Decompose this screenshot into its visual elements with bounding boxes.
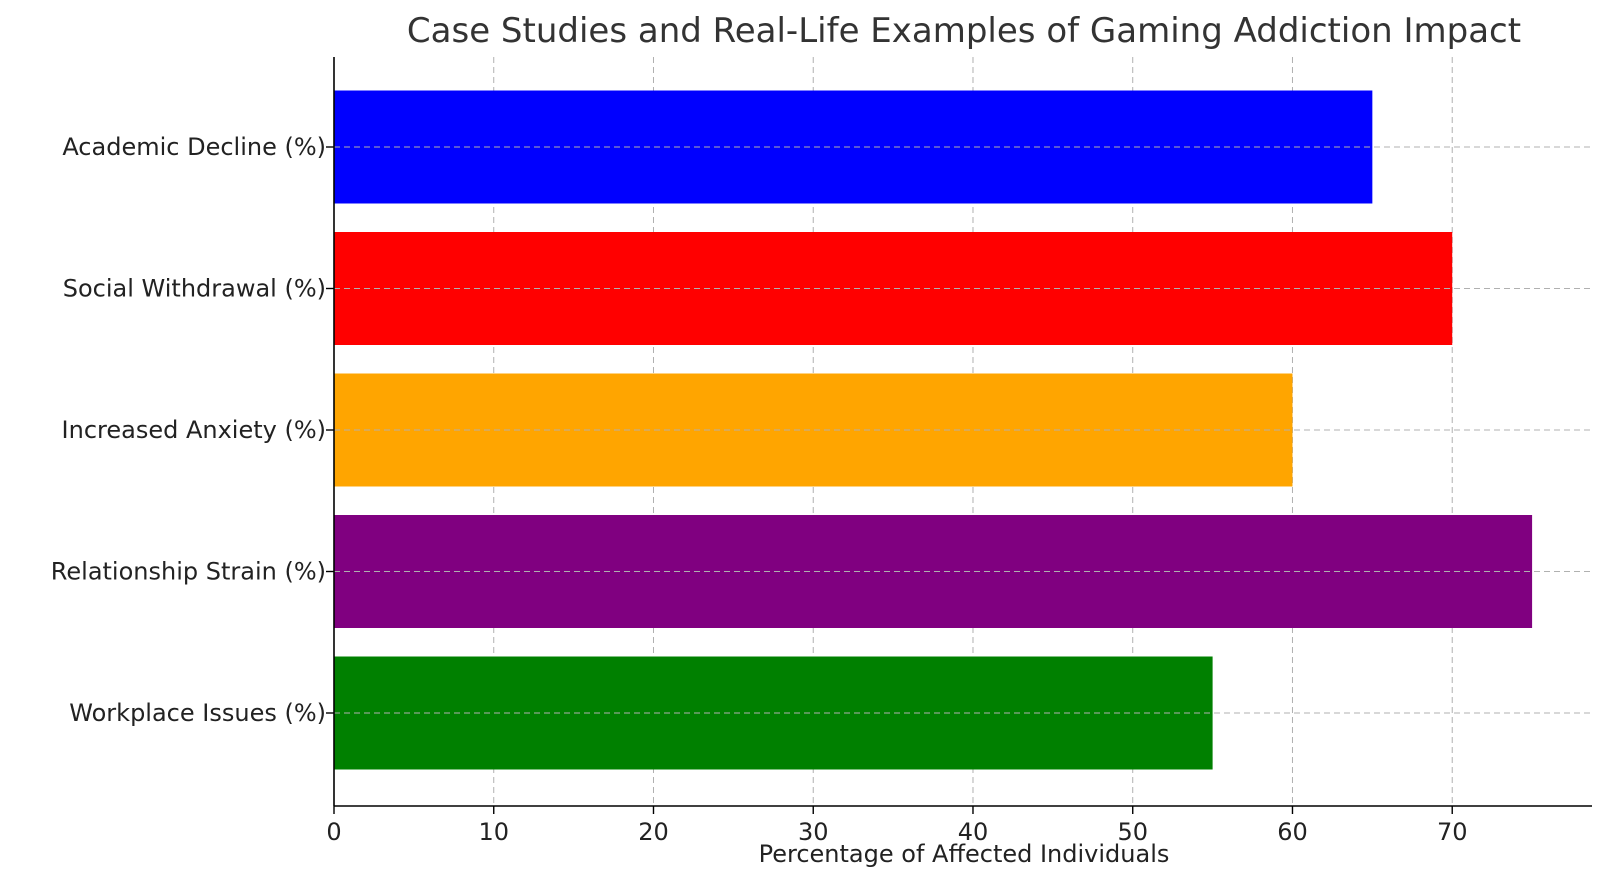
axis-layer: 0 10 20 30 40 50 60 70 Academic Decline (%) Socia… — [51, 57, 1592, 846]
x-tick-label: 30 — [798, 818, 829, 846]
x-tick-label: 70 — [1437, 818, 1468, 846]
bar-layer — [334, 90, 1592, 770]
x-tick-label: 20 — [638, 818, 669, 846]
x-tick-label: 40 — [958, 818, 989, 846]
x-tick-label: 60 — [1277, 818, 1308, 846]
x-axis-label: Percentage of Affected Individuals — [759, 840, 1170, 868]
bar — [334, 373, 1293, 487]
x-tick-label: 10 — [478, 818, 509, 846]
bar — [334, 515, 1533, 628]
x-tick-label: 50 — [1117, 818, 1148, 846]
category-label: Increased Anxiety (%) — [62, 416, 326, 444]
chart-title: Case Studies and Real-Life Examples of G… — [407, 11, 1521, 51]
category-label: Workplace Issues (%) — [69, 699, 326, 727]
category-label: Relationship Strain (%) — [51, 558, 326, 586]
category-label: Academic Decline (%) — [62, 133, 326, 161]
category-label: Social Withdrawal (%) — [63, 275, 326, 303]
x-tick-label: 0 — [326, 818, 341, 846]
